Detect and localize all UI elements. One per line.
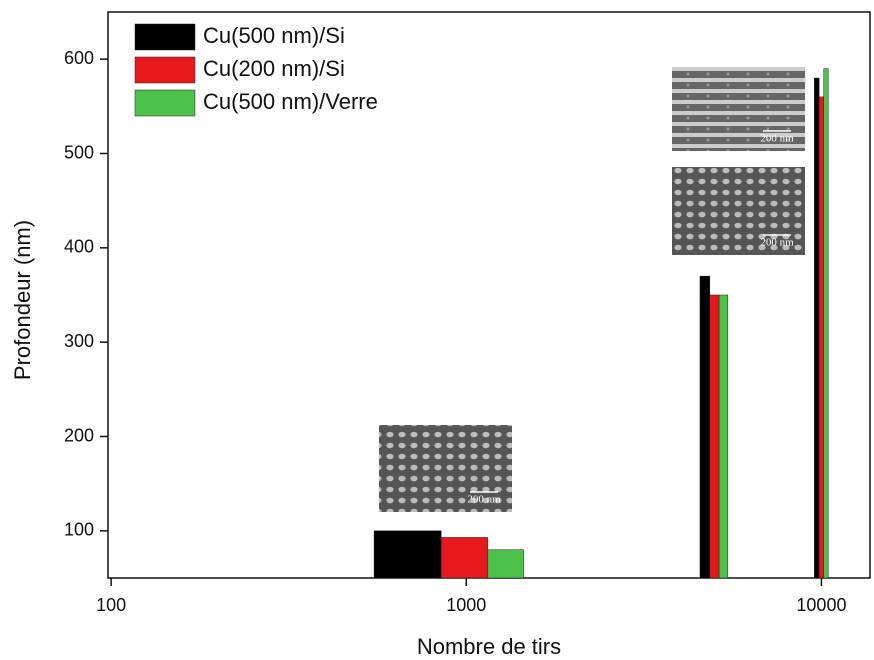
bar (699, 275, 711, 579)
bar (440, 537, 489, 579)
x-tick-label: 1000 (446, 595, 486, 615)
bar (373, 530, 442, 579)
inset-label: 200 nm (760, 237, 794, 249)
x-axis-title: Nombre de tirs (417, 634, 561, 659)
legend-label: Cu(500 nm)/Si (203, 23, 345, 48)
bar (814, 77, 820, 579)
legend-label: Cu(500 nm)/Verre (203, 89, 378, 114)
bar (823, 68, 829, 579)
y-tick-label: 100 (64, 520, 94, 540)
bar (709, 294, 720, 579)
y-tick-label: 500 (64, 142, 94, 162)
inset-label: 200 nm (760, 133, 794, 145)
bar (718, 294, 729, 579)
sem-inset (672, 167, 805, 255)
bar (487, 549, 524, 579)
legend-swatch (134, 56, 196, 84)
inset-label: 200 nm (467, 494, 501, 506)
y-tick-label: 400 (64, 237, 94, 257)
bar (818, 96, 824, 579)
y-axis-title: Profondeur (nm) (10, 220, 35, 380)
y-tick-label: 300 (64, 331, 94, 351)
y-tick-label: 200 (64, 425, 94, 445)
x-tick-label: 100 (96, 595, 126, 615)
sem-inset (379, 425, 512, 512)
legend-swatch (134, 23, 196, 51)
legend-label: Cu(200 nm)/Si (203, 56, 345, 81)
y-tick-label: 600 (64, 48, 94, 68)
x-tick-label: 10000 (796, 595, 846, 615)
legend-swatch (134, 89, 196, 117)
sem-inset (672, 67, 805, 151)
